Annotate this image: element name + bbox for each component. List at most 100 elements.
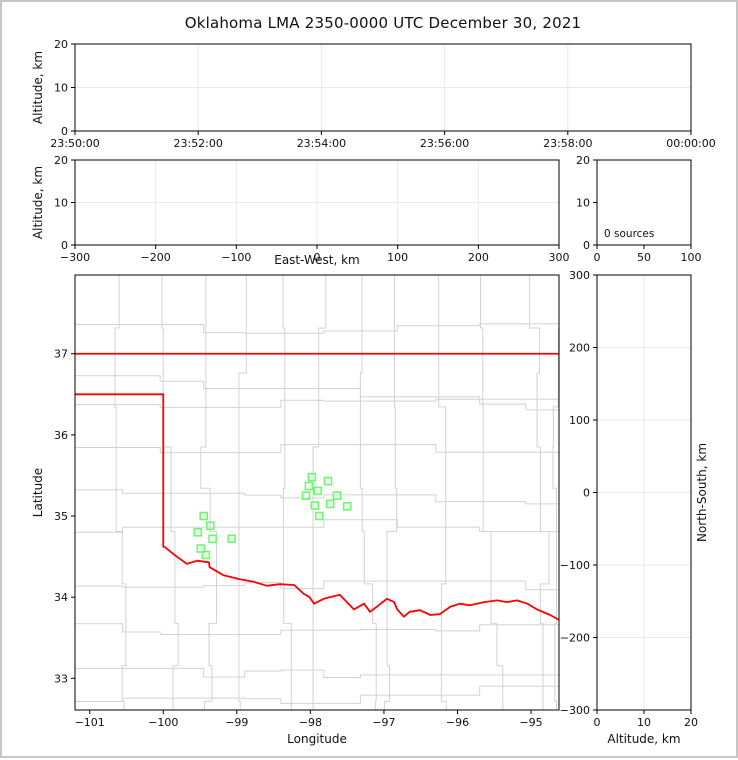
county-boundary-line: [359, 275, 377, 710]
lma-station-marker: [196, 544, 206, 553]
x-axis-label: Longitude: [287, 732, 347, 746]
x-tick-label: −95: [519, 716, 542, 729]
county-boundary-line: [161, 275, 179, 710]
y-tick-label: 20: [576, 154, 590, 167]
x-tick-label: −100: [221, 251, 251, 264]
x-tick-label: −100: [148, 716, 178, 729]
y-tick-label: 20: [54, 38, 68, 51]
x-tick-label: 10: [637, 716, 651, 729]
county-boundary-line: [75, 489, 559, 505]
y-tick-label: 34: [54, 591, 68, 604]
x-tick-label: −99: [225, 716, 248, 729]
y-tick-label: 36: [54, 429, 68, 442]
y-tick-label: 10: [576, 197, 590, 210]
x-tick-label: −300: [60, 251, 90, 264]
figure-title: Oklahoma LMA 2350-0000 UTC December 30, …: [184, 14, 582, 32]
y-tick-label: 0: [583, 239, 590, 252]
x-tick-label: −98: [299, 716, 322, 729]
x-tick-label: 50: [637, 251, 651, 264]
lma-station-marker: [208, 534, 217, 544]
lma-station-marker: [201, 550, 211, 560]
y-tick-label: 0: [61, 125, 68, 138]
y-tick-label: −200: [560, 632, 590, 645]
lma-station-marker: [206, 521, 215, 531]
county-boundary-line: [75, 323, 559, 334]
county-boundary-line: [75, 685, 559, 704]
axis-ticks: 0 10 20 300 200 100 0 −100 −200 −300: [560, 269, 698, 729]
axis-ticks: 23:50:00 23:52:00 23:54:00 23:56:00 23:58:00…: [50, 38, 715, 150]
x-tick-label: −96: [446, 716, 469, 729]
county-boundary-line: [384, 275, 398, 710]
y-tick-label: 35: [54, 510, 68, 523]
y-tick-label: 300: [569, 269, 590, 282]
y-tick-label: 0: [61, 239, 68, 252]
county-lines: [75, 275, 559, 710]
map-layers: [75, 275, 559, 710]
county-boundary-line: [75, 519, 559, 533]
county-boundary-line: [75, 623, 559, 635]
lma-station-marker: [313, 486, 323, 496]
x-tick-label: 0: [594, 716, 601, 729]
lma-station-marker: [304, 481, 314, 491]
x-tick-label: 300: [549, 251, 570, 264]
x-tick-label: −101: [75, 716, 105, 729]
lma-station-marker: [323, 476, 333, 486]
lma-station-marker: [307, 472, 317, 482]
red-river-border: [163, 546, 559, 621]
y-tick-label: 20: [54, 154, 68, 167]
x-tick-label: 0: [594, 251, 601, 264]
x-axis-label: Altitude, km: [607, 732, 680, 746]
x-tick-label: 23:54:00: [297, 137, 346, 150]
county-boundary-line: [114, 275, 127, 710]
panel-ew-height: −300 −200 −100 0 100 200 300 0 10 20 East-West, km…: [31, 154, 570, 267]
lma-station-marker: [314, 511, 324, 521]
lma-station-marker: [325, 499, 335, 509]
y-tick-label: 10: [54, 82, 68, 95]
panel-border: [74, 274, 560, 711]
county-boundary-line: [312, 275, 327, 710]
y-tick-label: 200: [569, 342, 590, 355]
county-boundary-line: [200, 275, 217, 710]
axis-ticks: −300 −200 −100 0 100 200 300 0 10 20: [54, 154, 570, 264]
x-tick-label: 100: [681, 251, 702, 264]
panel-ns-height: 0 10 20 300 200 100 0 −100 −200 −300 Altitude, km N…: [560, 269, 709, 746]
panel-background: [75, 275, 559, 710]
panel-plan-view-map: −101 −100 −99 −98 −97 −96 −95 33 34 35 36 37 Longitu…: [31, 274, 560, 746]
y-tick-label: 100: [569, 414, 590, 427]
y-axis-label: Altitude, km: [31, 166, 45, 239]
x-tick-label: 00:00:00: [666, 137, 715, 150]
axis-ticks: −101 −100 −99 −98 −97 −96 −95 33 34 35 36 37: [54, 348, 543, 729]
county-boundary-line: [75, 580, 559, 591]
y-axis-label: Latitude: [31, 468, 45, 517]
lma-station-marker: [310, 501, 320, 510]
y-axis-label: North-South, km: [695, 443, 709, 542]
lma-station-marker: [332, 491, 342, 501]
panel-background: [597, 160, 691, 245]
lma-station-marker: [199, 511, 208, 521]
y-tick-label: 37: [54, 348, 68, 361]
x-tick-label: 0: [314, 251, 321, 264]
x-tick-label: 23:56:00: [420, 137, 469, 150]
y-tick-label: 33: [54, 672, 68, 685]
county-boundary-line: [75, 398, 559, 408]
lma-station-marker: [227, 534, 236, 544]
x-tick-label: 23:52:00: [173, 137, 222, 150]
x-tick-label: 200: [468, 251, 489, 264]
annotation-source-count: 0 sources: [604, 228, 654, 240]
x-tick-label: 100: [387, 251, 408, 264]
x-tick-label: −200: [141, 251, 171, 264]
x-tick-label: 23:58:00: [543, 137, 592, 150]
lma-station-marker: [342, 501, 352, 511]
y-tick-label: 0: [583, 487, 590, 500]
station-markers: [193, 472, 352, 560]
y-tick-label: 10: [54, 197, 68, 210]
county-boundary-line: [552, 327, 559, 710]
county-boundary-line: [75, 667, 559, 678]
y-tick-label: −100: [560, 559, 590, 572]
x-axis-label: East-West, km: [274, 253, 360, 267]
county-boundary-line: [438, 275, 447, 710]
x-tick-label: −97: [372, 716, 395, 729]
county-boundary-line: [75, 375, 559, 411]
